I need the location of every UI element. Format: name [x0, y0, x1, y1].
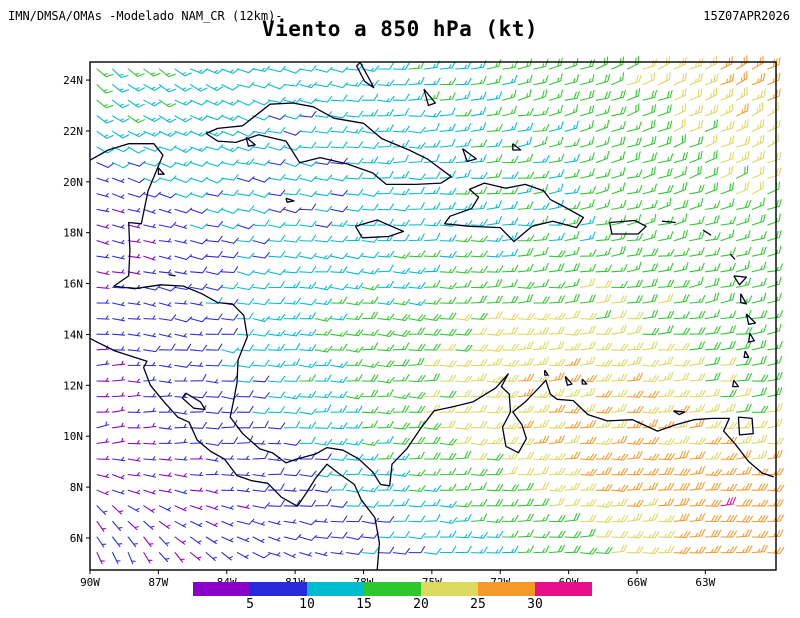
- wind-barbs: [517, 55, 785, 555]
- colorbar-segment: [421, 582, 478, 596]
- coastline: [181, 392, 206, 411]
- lon-tick-label: 90W: [80, 576, 100, 589]
- coastline: [89, 143, 774, 487]
- model-info-text: IMN/DMSA/OMAs -Modelado NAM_CR (12km)-: [8, 9, 283, 23]
- lat-tick-label: 16N: [63, 278, 83, 291]
- colorbar-segment: [193, 582, 250, 596]
- lat-tick-label: 20N: [63, 176, 83, 189]
- colorbar: 5 10 15 20 25 30: [193, 582, 592, 611]
- lat-tick-label: 12N: [63, 379, 83, 392]
- coastline: [743, 350, 750, 358]
- wind-barbs: [96, 60, 596, 555]
- lon-tick-label: 66W: [627, 576, 647, 589]
- coastline: [732, 379, 740, 388]
- coastline: [354, 219, 405, 239]
- colorbar-label: 30: [527, 597, 543, 612]
- coastline: [168, 274, 176, 277]
- colorbar-label: 5: [246, 597, 254, 612]
- lat-tick-label: 24N: [63, 74, 83, 87]
- coastlines-layer: [89, 61, 774, 570]
- coastline: [733, 275, 748, 286]
- chart-title: Viento a 850 hPa (kt): [261, 17, 539, 41]
- colorbar-segment: [535, 582, 592, 596]
- wind-barbs: [424, 55, 785, 555]
- coastline: [581, 378, 588, 385]
- lat-tick-label: 18N: [63, 227, 83, 240]
- lat-tick-label: 10N: [63, 430, 83, 443]
- coastline: [737, 416, 754, 436]
- coastline: [285, 197, 295, 203]
- wind-barbs: [96, 110, 426, 565]
- coastline: [356, 61, 375, 89]
- coastline: [702, 229, 712, 236]
- wind-barbs: [96, 56, 784, 555]
- wind-barbs: [96, 208, 250, 565]
- coastline: [157, 167, 165, 175]
- coastline: [673, 410, 686, 416]
- axes-layer: 24N22N20N18N16N14N12N10N8N6N90W87W84W81W…: [63, 61, 777, 589]
- colorbar-segments: [193, 582, 592, 596]
- colorbar-segment: [250, 582, 307, 596]
- wind-barbs: [720, 496, 736, 507]
- wind-barbs-layer: [96, 55, 785, 565]
- colorbar-segment: [307, 582, 364, 596]
- lat-tick-label: 22N: [63, 125, 83, 138]
- coastline: [748, 332, 755, 343]
- lat-tick-label: 8N: [70, 481, 83, 494]
- coastline: [443, 182, 585, 243]
- plot-border: [89, 61, 777, 571]
- lat-tick-label: 14N: [63, 328, 83, 341]
- lon-tick-label: 87W: [148, 576, 168, 589]
- coastline: [512, 143, 522, 151]
- colorbar-label: 25: [470, 597, 486, 612]
- colorbar-label: 15: [356, 597, 372, 612]
- coastline: [245, 136, 256, 147]
- lon-tick-label: 63W: [695, 576, 715, 589]
- coastline: [661, 220, 676, 224]
- coastline: [729, 253, 736, 260]
- colorbar-segment: [364, 582, 421, 596]
- colorbar-segment: [478, 582, 535, 596]
- colorbar-label: 20: [413, 597, 429, 612]
- datetime-text: 15Z07APR2026: [703, 9, 790, 23]
- coastline: [544, 369, 549, 376]
- coastline: [461, 148, 477, 163]
- coastline: [423, 88, 436, 107]
- colorbar-label: 10: [299, 597, 315, 612]
- coastline: [564, 375, 573, 386]
- lat-tick-label: 6N: [70, 532, 83, 545]
- coastline: [89, 337, 381, 570]
- coastline: [205, 102, 452, 186]
- coastline: [740, 293, 748, 305]
- coastline: [608, 219, 647, 235]
- coastline: [745, 313, 757, 325]
